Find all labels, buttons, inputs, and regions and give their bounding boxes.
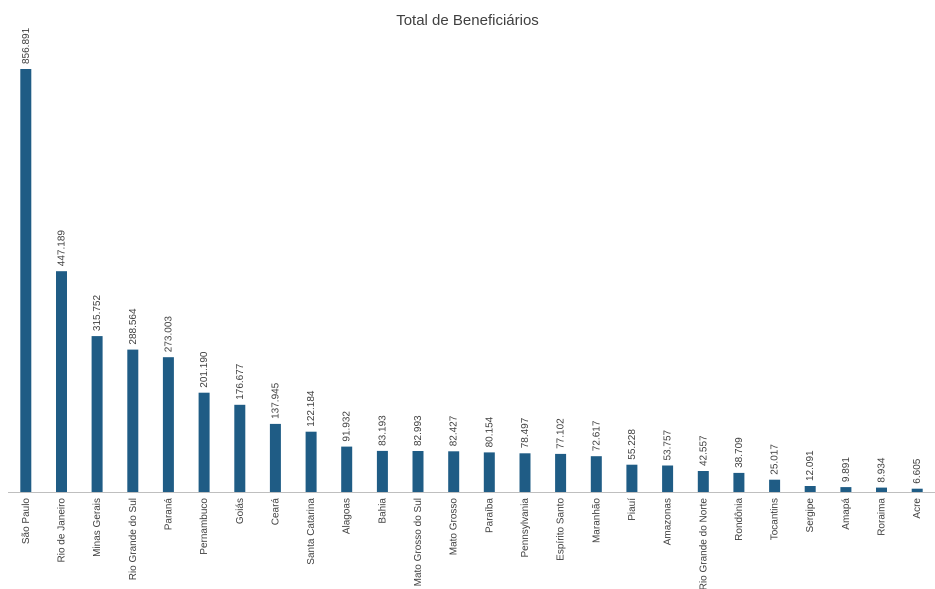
category-label: Piauí (627, 498, 638, 521)
bar (91, 336, 103, 492)
data-label: 82.993 (413, 415, 424, 446)
bar (162, 357, 174, 492)
data-label: 856.891 (21, 27, 32, 64)
category-label: Maranhão (591, 498, 602, 543)
data-label: 315.752 (92, 295, 103, 332)
bar (20, 69, 32, 492)
category-label: Santa Catarina (306, 498, 317, 565)
data-label: 12.091 (805, 450, 816, 481)
data-label: 72.617 (591, 420, 602, 451)
bar (483, 452, 495, 492)
bar (412, 451, 424, 492)
data-label: 80.154 (484, 416, 495, 447)
data-label: 77.102 (556, 418, 567, 449)
bar (448, 451, 460, 492)
bar (234, 404, 246, 492)
category-label: Rondônia (734, 498, 745, 541)
data-label: 201.190 (199, 351, 210, 388)
bar (305, 431, 317, 492)
bar (911, 488, 923, 492)
category-label: Mato Grosso (449, 498, 460, 556)
category-label: Bahia (377, 498, 388, 524)
data-label: 273.003 (163, 316, 174, 353)
category-label: Amazonas (663, 498, 674, 545)
category-label: Goiás (235, 498, 246, 524)
data-label: 9.891 (841, 457, 852, 482)
bar (269, 423, 281, 492)
bar (341, 446, 353, 492)
data-label: 53.757 (663, 429, 674, 460)
data-label: 82.427 (449, 415, 460, 446)
category-label: Roraima (877, 498, 888, 536)
category-label: Ceará (270, 498, 281, 526)
bar (376, 450, 388, 492)
category-label: Rio de Janeiro (57, 498, 68, 563)
category-label: Paraíba (484, 498, 495, 533)
bar (769, 479, 781, 492)
category-label: São Paulo (21, 498, 32, 545)
category-label: Amapá (841, 498, 852, 530)
bar (733, 472, 745, 492)
data-label: 122.184 (306, 390, 317, 427)
category-label: Acre (912, 498, 923, 519)
category-label: Rio Grande do Sul (128, 498, 139, 580)
bar (127, 349, 139, 492)
category-label: Sergipe (805, 498, 816, 533)
bar (519, 453, 531, 492)
category-label: Rio Grande do Norte (698, 498, 709, 589)
data-label: 8.934 (877, 457, 888, 482)
data-label: 176.677 (235, 363, 246, 400)
bar (198, 392, 210, 492)
data-label: 38.709 (734, 437, 745, 468)
data-label: 25.017 (770, 444, 781, 475)
bar (56, 271, 67, 492)
data-label: 78.497 (520, 417, 531, 448)
category-label: Mato Grosso do Sul (413, 498, 424, 586)
bar (590, 456, 602, 492)
chart-title: Total de Beneficiários (396, 12, 539, 29)
data-label: 6.605 (912, 458, 923, 483)
category-label: Minas Gerais (92, 498, 103, 557)
data-label: 83.193 (377, 415, 388, 446)
category-label: Paraná (163, 498, 174, 531)
category-label: Alagoas (342, 498, 353, 534)
bar (840, 487, 852, 492)
bar (626, 464, 638, 492)
bar (804, 486, 816, 492)
data-label: 137.945 (270, 382, 281, 419)
data-label: 288.564 (128, 308, 139, 345)
bar (555, 453, 567, 492)
category-label: Tocantins (770, 498, 781, 540)
bars-layer: 856.891 São Paulo 447.189 Rio de Janeiro 315… (20, 27, 923, 589)
category-label: Pernambuco (199, 498, 210, 555)
category-label: Espírito Santo (556, 498, 567, 561)
bar (876, 487, 887, 492)
data-label: 55.228 (627, 429, 638, 460)
bar (697, 471, 709, 492)
data-label: 42.557 (698, 435, 709, 466)
data-label: 91.932 (342, 411, 353, 442)
category-label: Pennsylvania (520, 498, 531, 558)
bar (662, 465, 674, 492)
data-label: 447.189 (57, 230, 68, 267)
